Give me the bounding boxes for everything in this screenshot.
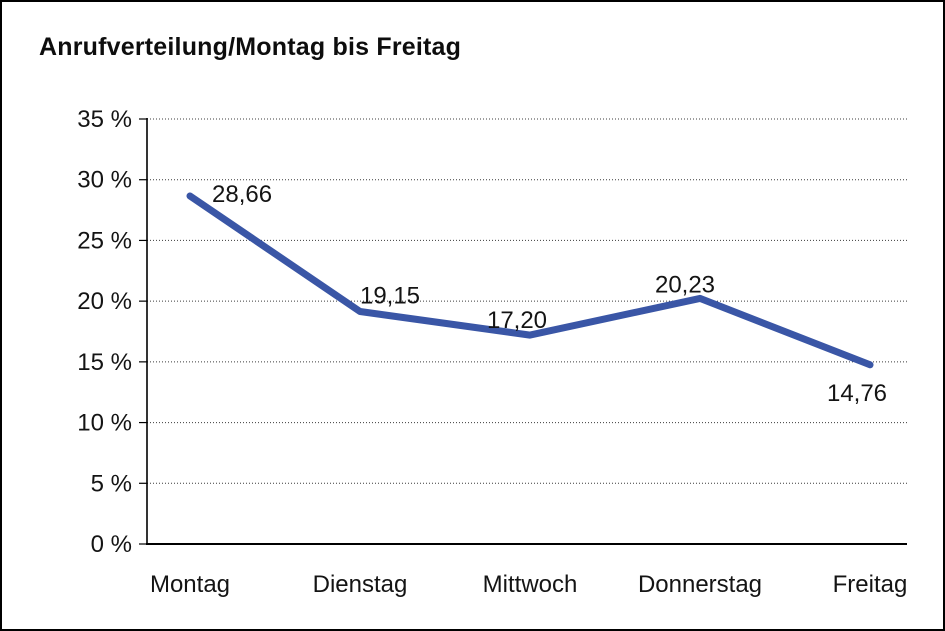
data-line [186, 192, 874, 369]
y-tick-label: 0 % [91, 531, 132, 558]
y-tick-label: 20 % [77, 288, 132, 315]
y-tick-label: 10 % [77, 410, 132, 437]
x-tick-label: Freitag [833, 571, 908, 598]
data-point-label: 14,76 [827, 380, 887, 407]
y-tick-label: 15 % [77, 349, 132, 376]
data-point-label: 28,66 [212, 181, 272, 208]
x-tick-label: Montag [150, 571, 230, 598]
y-tick-label: 35 % [77, 106, 132, 133]
data-point-label: 19,15 [360, 282, 420, 309]
data-point-label: 20,23 [655, 271, 715, 298]
y-tick-label: 5 % [91, 470, 132, 497]
x-tick-label: Dienstag [313, 571, 408, 598]
data-point-label: 17,20 [487, 307, 547, 334]
x-tick-label: Donnerstag [638, 571, 762, 598]
x-tick-label: Mittwoch [483, 571, 578, 598]
chart-title: Anrufverteilung/Montag bis Freitag [39, 33, 462, 61]
y-tick-label: 25 % [77, 227, 132, 254]
y-tick-label: 30 % [77, 167, 132, 194]
